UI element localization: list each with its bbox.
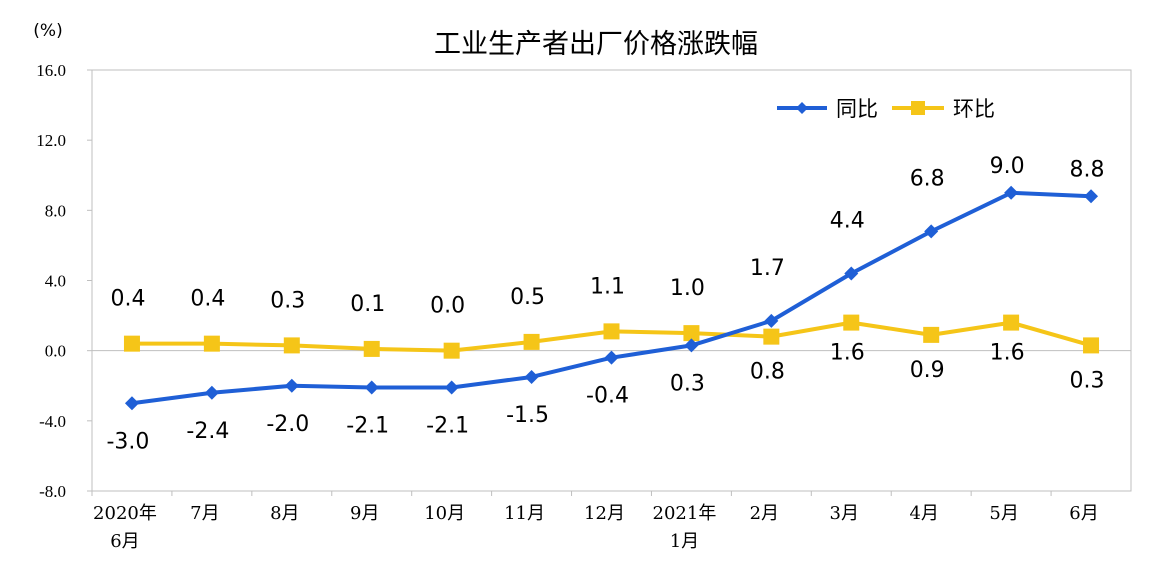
data-label-mom: 1.0 [670,276,705,301]
y-tick-label: 0.0 [45,342,66,361]
series-mom [123,314,1100,359]
x-tick-label: 5月 [989,503,1018,524]
data-point [603,323,620,340]
data-label-mom: 1.6 [830,341,865,366]
data-point [283,337,300,354]
data-label-yoy: 0.3 [670,371,705,396]
y-tick-label: 16.0 [36,61,66,80]
data-label-yoy: -2.1 [346,414,389,439]
x-tick-label: 8月 [270,503,299,524]
data-labels: -3.0 -2.4 -2.0 -2.1 -2.1 -1.5 -0.4 0.3 1.7 4.4 6.8… [106,154,1105,454]
data-label-yoy: -0.4 [586,384,629,409]
data-point [1004,185,1019,200]
legend-label-mom: 环比 [953,97,995,121]
data-point [843,314,860,331]
axes: 16.0 12.0 8.0 4.0 0.0 -4.0 -8.0 2020年 6月 7月 8月 9月 10… [36,61,1132,552]
data-label-mom: 0.9 [910,358,945,383]
data-label-yoy: 1.7 [750,256,785,281]
x-tick-label: 12月 [584,503,625,524]
y-unit-label: (%) [33,21,62,41]
data-point [443,342,460,359]
x-tick-label: 9月 [350,503,379,524]
data-label-yoy: 9.0 [990,154,1025,179]
data-label-yoy: 8.8 [1070,157,1105,182]
data-point [444,380,459,395]
data-label-yoy: 4.4 [830,208,865,233]
data-label-mom: 0.8 [750,360,785,385]
data-point [1003,314,1020,331]
x-tick-label: 2月 [750,503,779,524]
data-point [363,340,380,357]
data-label-mom: 0.3 [270,288,305,313]
y-tick-label: -8.0 [39,482,66,501]
x-tick-label: 1月 [670,531,699,552]
data-point [204,385,219,400]
data-label-yoy: -2.4 [186,419,229,444]
series-yoy [124,185,1099,411]
data-point [203,335,220,352]
data-point [844,266,859,281]
y-tick-label: 12.0 [36,131,66,150]
x-tick-label: 4月 [909,503,938,524]
x-tick-label: 7月 [190,503,219,524]
x-tick-label: 2020年 [93,503,157,524]
data-point [924,224,939,239]
legend: 同比 环比 [777,97,995,121]
data-point [364,380,379,395]
data-point [123,335,140,352]
data-label-mom: 1.1 [590,274,625,299]
data-point [1084,189,1099,204]
data-point [1083,337,1100,354]
data-label-mom: 0.5 [510,285,545,310]
data-point [684,338,699,353]
data-label-mom: 1.6 [990,341,1025,366]
data-point [124,396,139,411]
x-tick-label: 11月 [504,503,545,524]
data-label-yoy: -1.5 [506,403,549,428]
data-point [524,369,539,384]
data-label-mom: 0.3 [1070,368,1105,393]
data-label-mom: 0.0 [430,294,465,319]
data-point [284,378,299,393]
y-tick-label: -4.0 [39,412,66,431]
x-tick-label: 6月 [1069,503,1098,524]
data-label-yoy: -2.1 [426,414,469,439]
data-label-yoy: -3.0 [106,429,149,454]
y-tick-label: 4.0 [45,272,66,291]
legend-label-yoy: 同比 [836,97,878,121]
legend-marker-mom [911,101,925,115]
legend-marker-yoy [796,102,808,114]
x-tick-label: 10月 [424,503,465,524]
data-point [923,326,940,343]
data-point [523,333,540,350]
data-label-mom: 0.1 [350,292,385,317]
x-tick-label: 6月 [110,531,139,552]
y-tick-label: 8.0 [45,201,66,220]
data-point [683,325,700,342]
data-point [764,313,779,328]
data-point [604,350,619,365]
x-tick-label: 2021年 [653,503,717,524]
data-label-yoy: 6.8 [910,166,945,191]
x-tick-label: 3月 [830,503,859,524]
data-label-mom: 0.4 [190,287,225,312]
data-point [763,328,780,345]
chart-title: 工业生产者出厂价格涨跌幅 [434,29,758,60]
data-label-yoy: -2.0 [266,412,309,437]
data-label-mom: 0.4 [110,287,145,312]
series-layer [123,185,1100,411]
